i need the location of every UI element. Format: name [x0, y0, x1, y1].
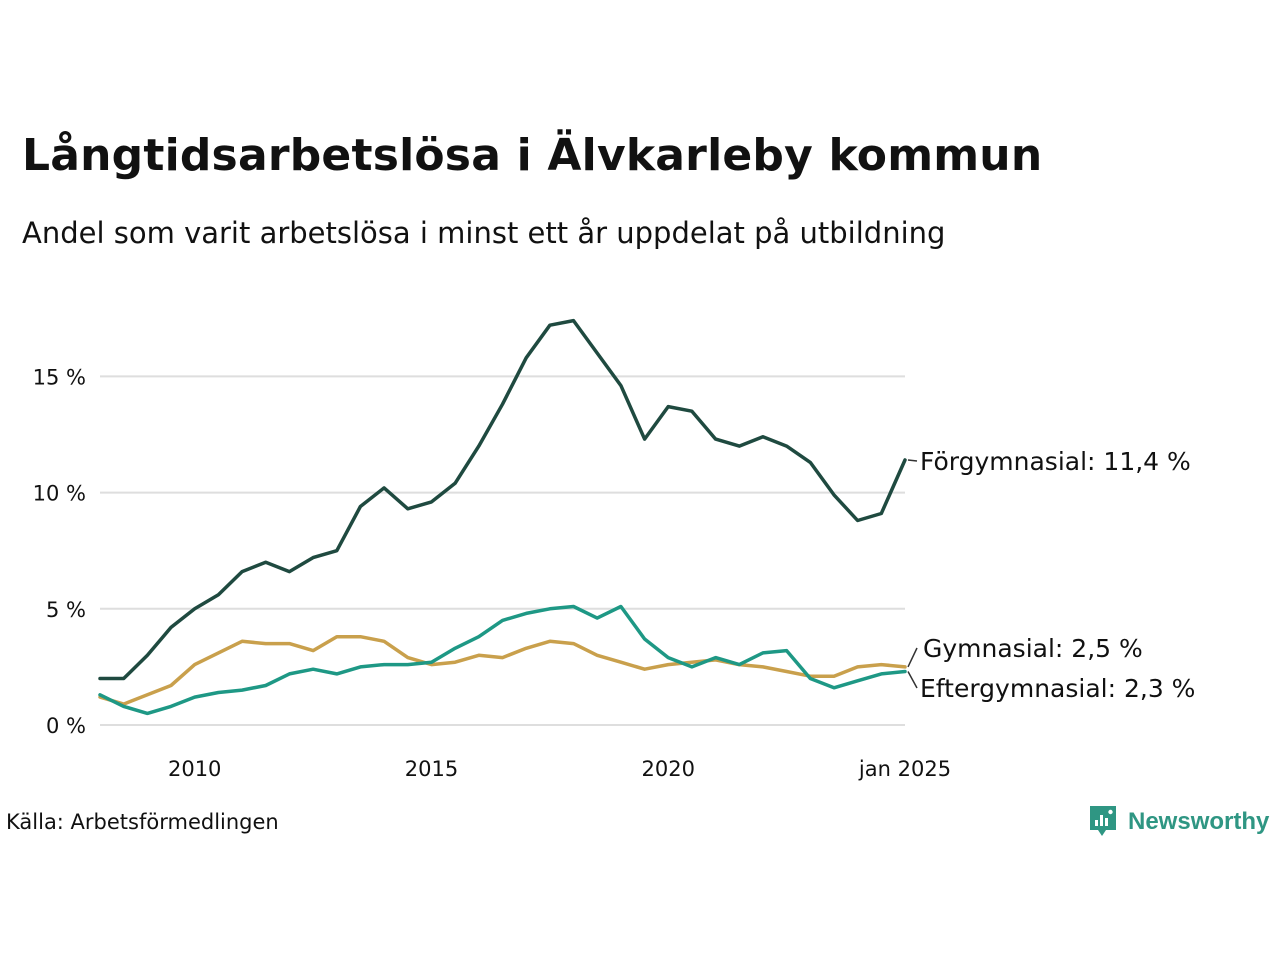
series-lines [98, 318, 907, 716]
end-label-eftergymnasial: Eftergymnasial: 2,3 % [920, 674, 1195, 703]
end-label-förgymnasial: Förgymnasial: 11,4 % [920, 447, 1191, 476]
x-tick-label: jan 2025 [858, 757, 951, 781]
brand-name: Newsworthy [1128, 808, 1270, 835]
leader-line [907, 459, 918, 462]
y-tick-label: 0 % [46, 714, 86, 738]
x-tick-label: 2015 [405, 757, 458, 781]
series-line-eftergymnasial [98, 604, 907, 716]
source-note: Källa: Arbetsförmedlingen [6, 810, 279, 834]
y-axis-ticks: 0 % 5 % 10 % 15 % [33, 365, 86, 738]
brand-logo: Newsworthy [1088, 804, 1269, 840]
series-end-labels: Förgymnasial: 11,4 % Gymnasial: 2,5 % Efte… [907, 447, 1195, 703]
leader-line [907, 671, 918, 689]
leader-line [907, 647, 918, 668]
y-tick-label: 10 % [33, 482, 86, 506]
series-line-gymnasial [98, 634, 907, 706]
chart-title: Långtidsarbetslösa i Älvkarleby kommun [22, 130, 1043, 181]
y-tick-label: 5 % [46, 598, 86, 622]
x-tick-label: 2010 [168, 757, 221, 781]
y-tick-label: 15 % [33, 365, 86, 389]
series-line-förgymnasial [98, 318, 907, 681]
end-label-gymnasial: Gymnasial: 2,5 % [923, 634, 1143, 663]
gridlines [100, 375, 905, 726]
x-axis-ticks: 2010 2015 2020 jan 2025 [168, 757, 951, 781]
newsworthy-icon [1090, 806, 1116, 836]
chart-subtitle: Andel som varit arbetslösa i minst ett å… [22, 216, 946, 250]
x-tick-label: 2020 [642, 757, 695, 781]
